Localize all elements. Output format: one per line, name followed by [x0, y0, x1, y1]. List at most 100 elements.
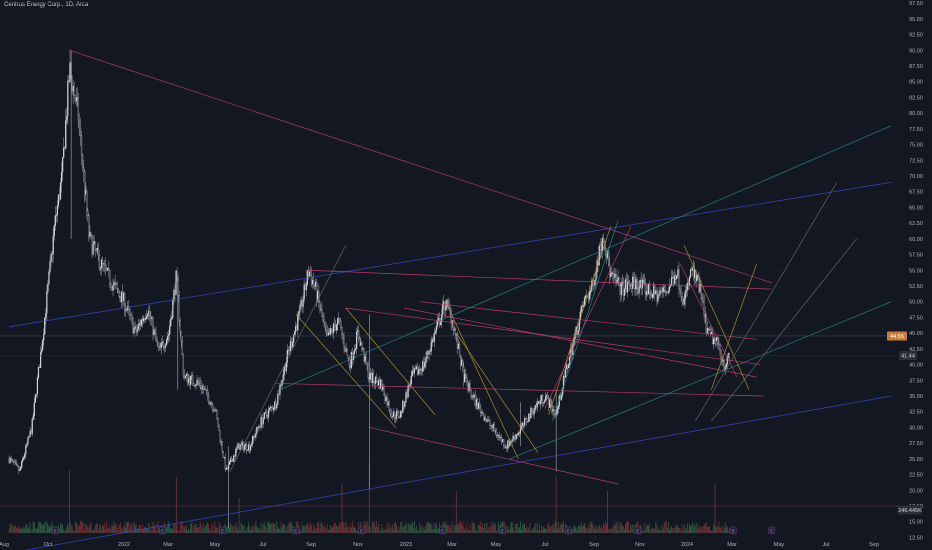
- candle-body: [593, 281, 595, 286]
- volume-bar: [233, 526, 235, 533]
- candle-body: [112, 284, 114, 291]
- candle-body: [25, 445, 27, 455]
- volume-bar: [132, 530, 134, 533]
- volume-bar: [401, 522, 403, 533]
- candle-body: [146, 315, 148, 319]
- volume-bar: [185, 529, 186, 533]
- volume-bar: [14, 525, 16, 533]
- y-tick-label: 82.50: [909, 95, 923, 101]
- candle-body: [155, 332, 157, 341]
- volume-bar: [497, 521, 499, 533]
- candle-body: [47, 283, 49, 292]
- candle-body: [582, 305, 585, 308]
- candle-body: [700, 284, 702, 294]
- volume-bar: [255, 521, 257, 533]
- candle-body: [374, 376, 377, 384]
- volume-bar: [146, 527, 148, 533]
- candle-body: [533, 409, 535, 415]
- candle-body: [395, 411, 398, 419]
- candle-body: [363, 348, 365, 362]
- candle-body: [644, 282, 646, 295]
- candle-body: [345, 348, 347, 352]
- event-flag-label: E: [441, 529, 444, 534]
- candle-body: [294, 331, 296, 335]
- volume-bar: [311, 525, 312, 533]
- volume-bar: [614, 525, 616, 533]
- candle-body: [692, 267, 694, 271]
- volume-bar: [385, 529, 387, 533]
- volume-bar: [466, 523, 468, 533]
- volume-bar: [347, 526, 349, 533]
- candle-body: [37, 366, 40, 378]
- candle-body: [684, 291, 686, 299]
- volume-bar: [612, 526, 614, 533]
- volume-bar: [366, 521, 368, 533]
- candle-body: [321, 309, 323, 317]
- candle-body: [218, 426, 220, 431]
- candle-body: [455, 334, 457, 336]
- candle-body: [371, 373, 373, 384]
- volume-bar: [508, 529, 510, 533]
- candle-body: [231, 458, 233, 462]
- candle-body: [202, 386, 204, 390]
- candle-body: [646, 291, 649, 295]
- trend-line: [509, 301, 892, 460]
- candle-body: [477, 402, 480, 409]
- candle-body: [66, 115, 68, 121]
- candle-body: [185, 374, 188, 377]
- candle-body: [408, 385, 410, 387]
- volume-bar: [393, 523, 395, 533]
- volume-bar: [201, 529, 203, 533]
- candle-body: [50, 253, 52, 262]
- event-flag-label: E: [221, 529, 224, 534]
- trend-line: [419, 301, 757, 340]
- volume-bar: [464, 529, 466, 533]
- candle-body: [444, 301, 446, 311]
- candle-body: [590, 290, 592, 292]
- volume-bar: [507, 525, 509, 533]
- y-tick-label: 47.50: [909, 315, 923, 321]
- candle-body: [402, 401, 404, 413]
- candle-body: [710, 332, 713, 335]
- candle-body: [407, 385, 409, 398]
- volume-bar: [137, 528, 139, 533]
- candle-body: [557, 406, 559, 410]
- volume-bar: [408, 522, 410, 533]
- candle-body: [524, 418, 526, 426]
- volume-bar: [95, 523, 97, 533]
- volume-bar: [723, 527, 725, 533]
- candle-body: [293, 334, 295, 343]
- volume-bar: [489, 526, 491, 533]
- candle-body: [512, 435, 514, 442]
- volume-bar: [99, 524, 101, 533]
- volume-bar: [375, 526, 376, 533]
- volume-bar: [34, 528, 36, 533]
- candle-body: [57, 194, 60, 206]
- volume-bar: [80, 521, 81, 533]
- candle-body: [106, 268, 108, 271]
- candle-body: [715, 338, 717, 342]
- candle-body: [176, 270, 178, 280]
- candle-body: [686, 282, 688, 291]
- candle-body: [708, 329, 711, 330]
- volume-bar: [643, 522, 645, 533]
- volume-bar: [339, 522, 341, 533]
- candle-body: [95, 249, 97, 251]
- volume-bar: [719, 527, 721, 533]
- volume-bar: [621, 526, 623, 533]
- candle-body: [453, 328, 455, 331]
- volume-bar: [399, 529, 401, 533]
- volume-bar: [549, 526, 551, 533]
- volume-bar: [25, 524, 27, 533]
- candle-body: [159, 346, 161, 348]
- candle-body: [174, 289, 176, 295]
- candle-body: [90, 232, 92, 236]
- candle-body: [169, 326, 171, 335]
- candle-body: [158, 346, 160, 348]
- trend-line: [455, 332, 539, 453]
- volume-bar: [214, 521, 216, 533]
- volume-bar: [452, 530, 454, 533]
- candle-body: [29, 430, 31, 437]
- volume-bar: [700, 529, 702, 533]
